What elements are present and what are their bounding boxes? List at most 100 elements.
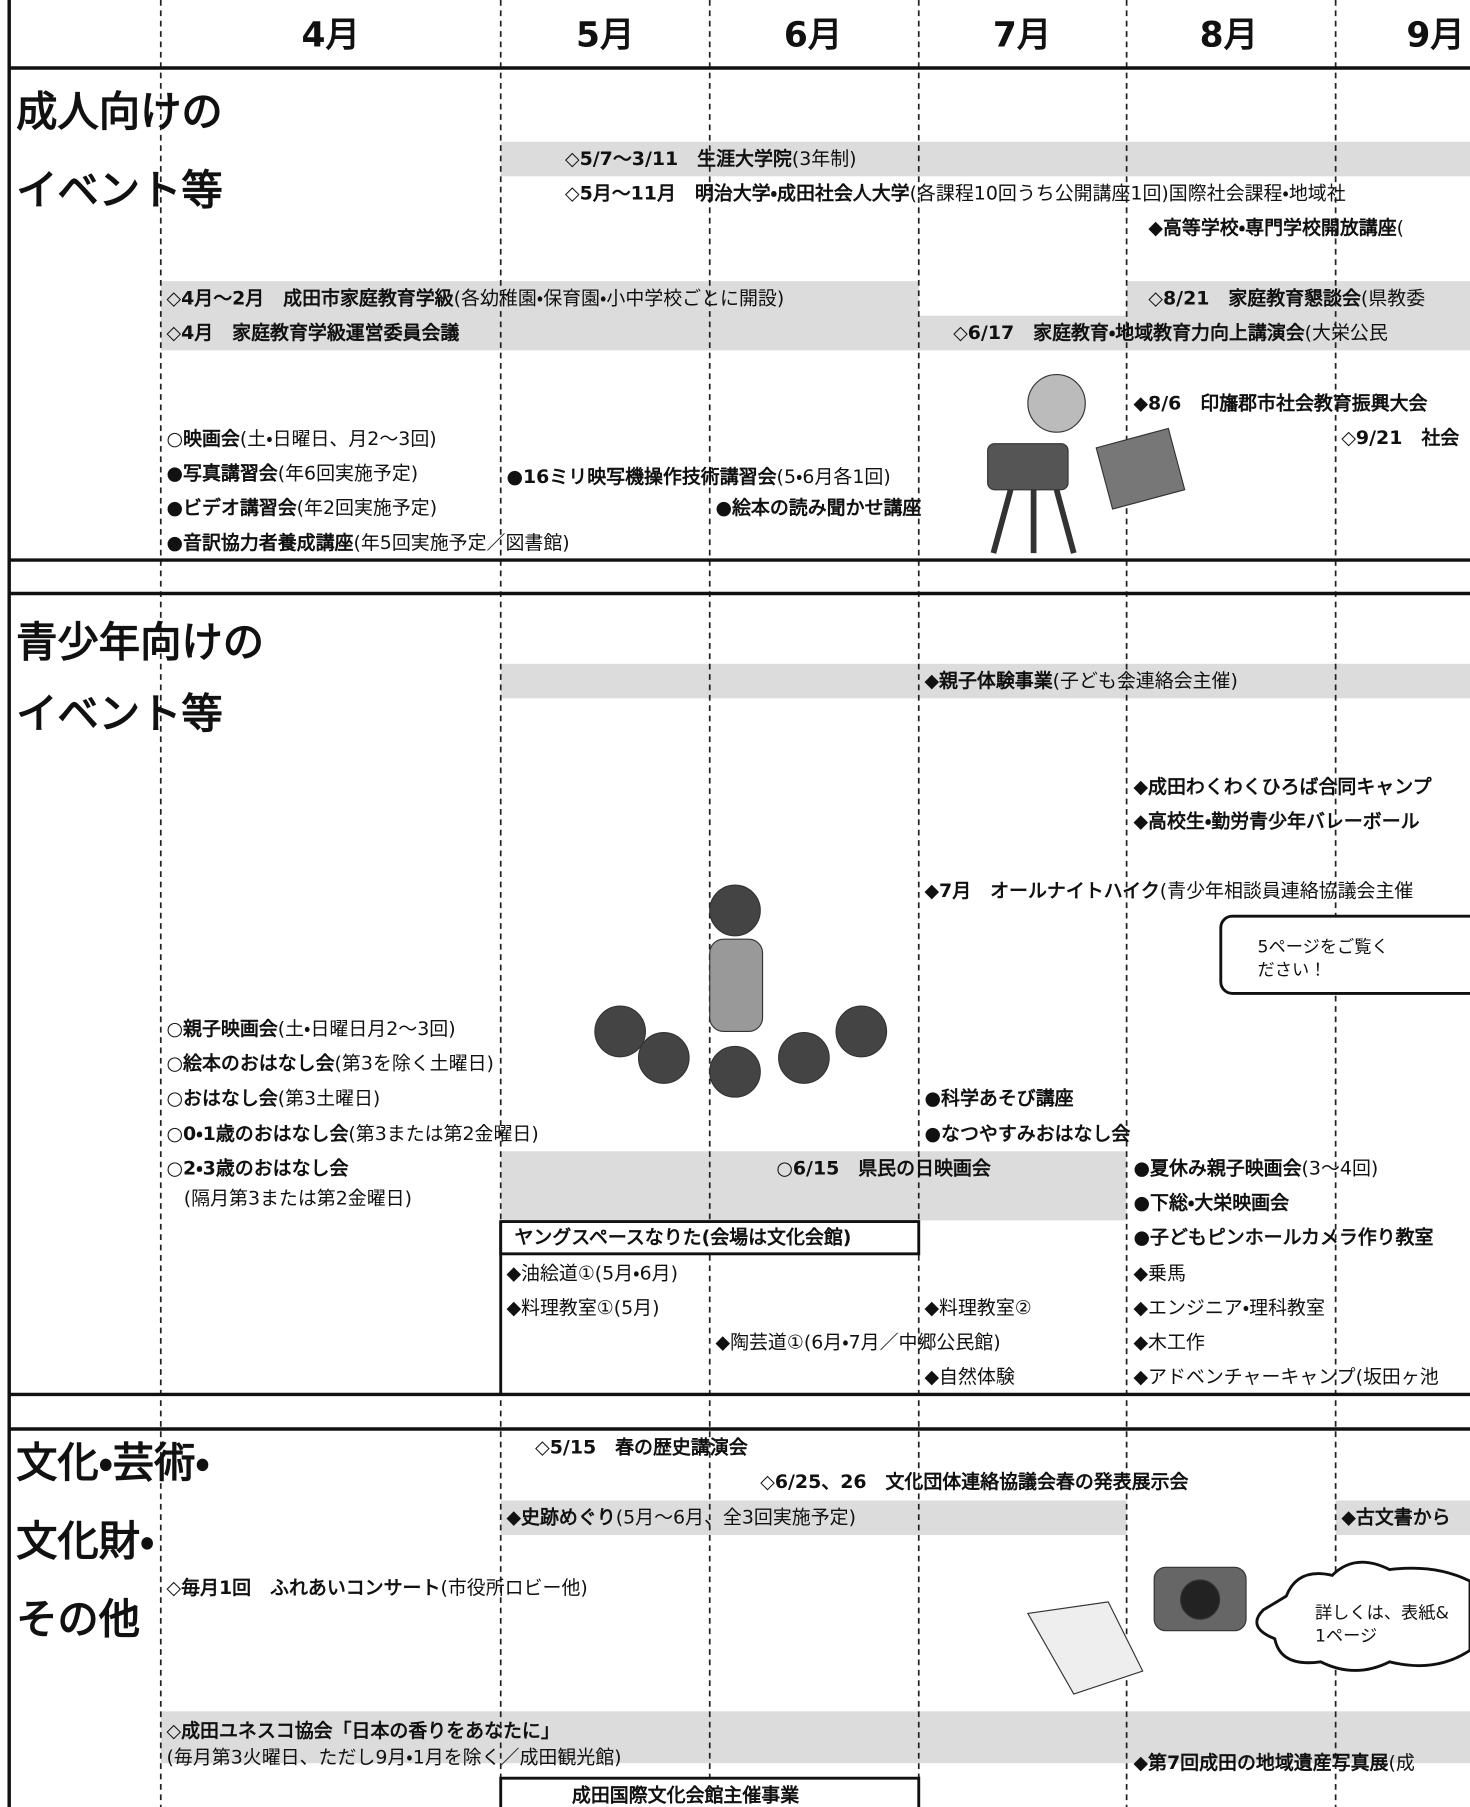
event-item: ◇9/21 社会 bbox=[1341, 425, 1460, 448]
event-name: ●絵本の読み聞かせ講座 bbox=[715, 496, 921, 519]
event-note: (年6回実施予定) bbox=[278, 462, 418, 484]
event-note: (5月〜6月、全3回実施予定) bbox=[616, 1506, 856, 1528]
box bbox=[499, 1776, 921, 1807]
section-title: 成人向けの bbox=[16, 88, 223, 136]
event-note: (各幼稚園・保育園・小中学校ごとに開設) bbox=[454, 287, 785, 309]
event-item: ○2・3歳のおはなし会 bbox=[167, 1156, 350, 1179]
projector bbox=[987, 443, 1069, 491]
event-name: ◇9/21 社会 bbox=[1341, 425, 1460, 448]
event-item: ◇成田ユネスコ協会「日本の香りをあなたに」 bbox=[167, 1718, 560, 1741]
event-item: ●16ミリ映写機操作技術講習会(5・6月各1回) bbox=[506, 465, 890, 488]
teacher-body bbox=[709, 938, 764, 1032]
event-name: ヤングスペースなりた(会場は文化会館) bbox=[514, 1225, 851, 1248]
event-item: 成田国際文化会館主催事業 bbox=[572, 1783, 800, 1806]
film-reel bbox=[1027, 373, 1086, 433]
event-name: ◇6/17 家庭教育・地域教育力向上講演会 bbox=[953, 321, 1306, 344]
event-item: ◆史跡めぐり(5月〜6月、全3回実施予定) bbox=[506, 1505, 856, 1528]
event-item: ◆古文書から bbox=[1341, 1505, 1450, 1528]
clapper bbox=[1095, 427, 1186, 510]
event-item: ◇6/17 家庭教育・地域教育力向上講演会(大栄公民 bbox=[953, 321, 1388, 344]
event-item: ○6/15 県民の日映画会 bbox=[776, 1156, 991, 1179]
event-item: ◆第7回成田の地域遺産写真展(成 bbox=[1134, 1751, 1415, 1774]
event-name: ◇4月〜2月 成田市家庭教育学級 bbox=[167, 286, 455, 309]
event-item: ●下総・大栄映画会 bbox=[1134, 1191, 1291, 1214]
event-name: ◆8/6 印旛郡市社会教育振興大会 bbox=[1134, 391, 1429, 414]
event-note: (年5回実施予定／図書館) bbox=[353, 531, 569, 553]
teacher bbox=[709, 884, 761, 937]
event-name: ●ビデオ講習会 bbox=[167, 496, 298, 519]
event-name: ◆第7回成田の地域遺産写真展 bbox=[1134, 1751, 1389, 1774]
event-item: ヤングスペースなりた(会場は文化会館) bbox=[514, 1225, 851, 1248]
section-title: イベント等 bbox=[16, 167, 223, 215]
event-name: ◆古文書から bbox=[1341, 1505, 1450, 1528]
event-item: ◆エンジニア・理科教室 bbox=[1134, 1296, 1325, 1318]
illustrations bbox=[594, 373, 1247, 1695]
event-note: (5・6月各1回) bbox=[777, 466, 891, 488]
callout-text: ださい！ bbox=[1258, 960, 1327, 980]
event-item: ◆高校生・勤労青少年バレーボール bbox=[1134, 809, 1420, 832]
event-item: ◆料理教室② bbox=[924, 1296, 1031, 1318]
event-item: ○親子映画会(土・日曜日月2〜3回) bbox=[167, 1017, 456, 1040]
band bbox=[500, 663, 1470, 699]
event-name: ◇5/7〜3/11 生涯大学院 bbox=[565, 147, 792, 170]
event-note: ◆乗馬 bbox=[1134, 1262, 1186, 1284]
event-name: ●子どもピンホールカメラ作り教室 bbox=[1134, 1225, 1434, 1248]
month-label: 9月 bbox=[1406, 15, 1464, 55]
event-name: ○6/15 県民の日映画会 bbox=[776, 1156, 991, 1179]
event-name: ◆7月 オールナイトハイク bbox=[924, 879, 1159, 901]
month-label: 5月 bbox=[576, 15, 634, 55]
event-note: (隔月第3または第2金曜日) bbox=[184, 1187, 412, 1209]
child bbox=[709, 1045, 761, 1098]
event-item: ◇4月 家庭教育学級運営委員会議 bbox=[167, 321, 460, 344]
lens bbox=[1180, 1579, 1221, 1620]
month-label: 8月 bbox=[1200, 15, 1258, 55]
event-note: ◆油絵道①(5月・6月) bbox=[506, 1262, 678, 1284]
section-title: 文化・芸術・ bbox=[16, 1439, 209, 1487]
band bbox=[500, 141, 1470, 177]
event-item: ●ビデオ講習会(年2回実施予定) bbox=[167, 496, 438, 519]
event-name: ○2・3歳のおはなし会 bbox=[167, 1156, 350, 1179]
event-name: ◇毎月1回 ふれあいコンサート bbox=[167, 1576, 441, 1599]
event-name: ◆高等学校・専門学校開放講座 bbox=[1148, 216, 1396, 239]
child bbox=[778, 1031, 830, 1084]
child bbox=[594, 1005, 646, 1058]
event-item: ◆陶芸道①(6月・7月／中郷公民館) bbox=[715, 1331, 1000, 1353]
texts: 4月 5月 6月 7月 8月 9月成人向けのイベント等青少年向けのイベント等文化・芸術・文… bbox=[16, 15, 1465, 1806]
event-item: ◆成田わくわくひろば合同キャンプ bbox=[1134, 775, 1433, 798]
event-name: ●夏休み親子映画会 bbox=[1134, 1156, 1303, 1179]
event-name: ◇8/21 家庭教育懇談会 bbox=[1148, 286, 1362, 309]
event-name: ◇6/25、26 文化団体連絡協議会春の発表展示会 bbox=[760, 1469, 1189, 1492]
event-item: ◇4月〜2月 成田市家庭教育学級(各幼稚園・保育園・小中学校ごとに開設) bbox=[167, 286, 785, 309]
event-note: ◆エンジニア・理科教室 bbox=[1134, 1296, 1325, 1318]
event-name: ●16ミリ映写機操作技術講習会 bbox=[506, 465, 777, 488]
book bbox=[1026, 1601, 1144, 1695]
event-item: ◆自然体験 bbox=[924, 1366, 1014, 1388]
event-name: ◇5月〜11月 明治大学・成田社会人大学 bbox=[565, 181, 910, 204]
event-item: ○絵本のおはなし会(第3を除く土曜日) bbox=[167, 1051, 494, 1074]
event-note: (大栄公民 bbox=[1305, 322, 1388, 344]
callout-text: 1ページ bbox=[1315, 1626, 1377, 1646]
event-name: ○親子映画会 bbox=[167, 1017, 279, 1040]
band bbox=[160, 281, 919, 351]
event-item: ◆アドベンチャーキャンプ(坂田ヶ池 bbox=[1134, 1366, 1439, 1388]
event-note: (土・日曜日、月2〜3回) bbox=[240, 428, 437, 450]
event-note: ◆木工作 bbox=[1134, 1331, 1205, 1353]
event-note: ◆陶芸道①(6月・7月／中郷公民館) bbox=[715, 1331, 1000, 1353]
event-note: (成 bbox=[1388, 1752, 1414, 1774]
child bbox=[835, 1005, 888, 1058]
callout-cloud bbox=[1255, 1560, 1470, 1672]
event-item: ●音訳協力者養成講座(年5回実施予定／図書館) bbox=[167, 530, 570, 553]
event-item: ●写真講習会(年6回実施予定) bbox=[167, 461, 419, 484]
event-note: (毎月第3火曜日、ただし9月・1月を除く／成田観光館) bbox=[167, 1746, 622, 1768]
event-item: ◆料理教室①(5月) bbox=[506, 1296, 659, 1318]
event-item: (毎月第3火曜日、ただし9月・1月を除く／成田観光館) bbox=[167, 1746, 622, 1768]
month-dividers bbox=[159, 0, 1337, 1807]
event-item: ◆親子体験事業(子ども会連絡会主催) bbox=[924, 669, 1237, 692]
event-note: (3年制) bbox=[792, 148, 857, 170]
event-item: ●科学あそび講座 bbox=[924, 1086, 1073, 1109]
event-note: (第3または第2金曜日) bbox=[348, 1122, 538, 1144]
event-item: ◇5/15 春の歴史講演会 bbox=[535, 1435, 749, 1458]
event-item: (隔月第3または第2金曜日) bbox=[184, 1187, 412, 1209]
event-name: ●科学あそび講座 bbox=[924, 1086, 1073, 1109]
event-note: (第3を除く土曜日) bbox=[335, 1052, 494, 1074]
